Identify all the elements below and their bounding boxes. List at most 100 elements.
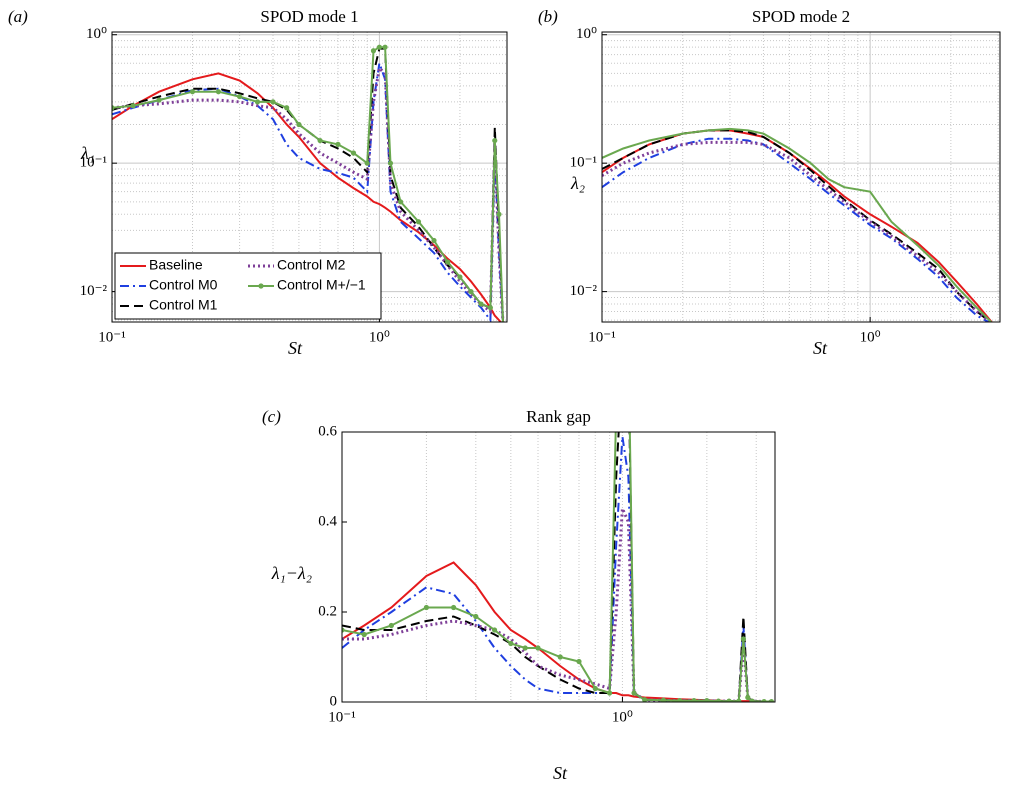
legend-label: Baseline: [149, 257, 203, 273]
axes-frame: [111, 31, 508, 323]
series-marker: [397, 199, 404, 205]
panel: 10⁻¹ 10⁰ 0 0.2 0.4 0.6 Rank gap (c) λ₁−λ₂ St: [262, 339, 776, 783]
legend-label: Control M0: [149, 277, 218, 293]
series-marker: [431, 237, 437, 244]
series-marker: [631, 690, 637, 696]
series-marker: [576, 658, 582, 665]
y-tick-label: 10⁻²: [570, 283, 598, 299]
series-marker: [156, 97, 162, 103]
y-axis-label: λ₁−λ₂: [271, 563, 312, 583]
series-marker: [236, 93, 243, 100]
series-marker: [296, 121, 302, 128]
y-tick-label: 10⁻¹: [80, 155, 107, 171]
y-axis-label: λ₁: [80, 143, 95, 163]
series-marker: [535, 645, 541, 651]
series-line: [602, 129, 992, 322]
y-tick-label: 0.2: [318, 603, 337, 619]
series-marker: [768, 698, 775, 702]
x-tick-label: 10⁻¹: [328, 709, 355, 725]
legend-label: Control M1: [149, 297, 218, 313]
series-marker: [335, 141, 341, 147]
series-marker: [457, 274, 463, 280]
series-group: [602, 127, 993, 322]
series-marker: [620, 339, 625, 344]
series-marker: [445, 259, 451, 265]
series-line: [112, 65, 505, 322]
series-marker: [388, 622, 394, 629]
series-marker: [342, 627, 345, 633]
series-line: [112, 62, 504, 322]
panel: 10⁻¹ 10⁰ 10⁻² 10⁻¹ 10⁰ SPOD mode 1 (a) λ₁ St Base…: [8, 7, 508, 358]
series-marker: [361, 631, 367, 638]
series-marker: [254, 99, 261, 105]
series-marker: [736, 698, 742, 702]
series-marker: [626, 339, 631, 344]
chart-title: SPOD mode 2: [752, 7, 850, 26]
y-tick-label: 0.4: [318, 513, 337, 529]
y-axis-label: λ₂: [570, 173, 585, 193]
x-tick-label: 10⁰: [612, 709, 633, 725]
series-marker: [496, 211, 502, 217]
series-marker: [112, 105, 115, 111]
series-line: [112, 72, 502, 322]
series-marker: [749, 698, 755, 702]
series-marker: [592, 685, 598, 692]
series-marker: [557, 654, 563, 660]
series-marker: [614, 407, 619, 412]
series-marker: [715, 698, 722, 702]
series-marker: [642, 697, 648, 702]
series-marker: [491, 627, 498, 633]
series-marker: [508, 640, 514, 647]
x-tick-label: 10⁻¹: [98, 329, 125, 345]
series-group: [112, 44, 505, 327]
series-marker: [350, 150, 357, 156]
panel-label: (b): [538, 7, 558, 26]
x-axis-label: St: [553, 763, 568, 783]
series-marker: [364, 160, 370, 166]
series-marker: [376, 44, 383, 50]
series-marker: [468, 289, 474, 295]
chart-title: Rank gap: [526, 407, 591, 426]
legend-marker: [258, 283, 264, 289]
y-tick-label: 10⁰: [86, 26, 107, 42]
legend: Baseline Control M0 Control M1 Control M2 Co…: [114, 252, 382, 320]
series-line: [342, 432, 772, 702]
series-marker: [606, 690, 613, 696]
series-marker: [492, 137, 498, 144]
series-marker: [270, 99, 276, 105]
series-marker: [450, 604, 457, 611]
series-marker: [500, 322, 505, 327]
panel-label: (a): [8, 7, 28, 26]
legend-label: Control M2: [277, 257, 346, 273]
series-marker: [415, 219, 422, 225]
y-tick-label: 10⁻¹: [570, 155, 597, 171]
series-marker: [189, 89, 196, 95]
y-tick-label: 0.6: [318, 423, 337, 439]
y-tick-label: 10⁰: [576, 26, 597, 42]
series-marker: [284, 105, 290, 111]
series-marker: [745, 694, 751, 701]
series-marker: [473, 613, 479, 620]
series-marker: [761, 698, 767, 702]
series-marker: [423, 604, 430, 611]
panel: 10⁻¹ 10⁰ 10⁻² 10⁻¹ 10⁰ SPOD mode 2 (b) λ₂ St: [538, 7, 1001, 358]
series-marker: [704, 698, 710, 702]
chart-title: SPOD mode 1: [260, 7, 358, 26]
y-tick-label: 0: [330, 693, 338, 709]
x-tick-label: 10⁻¹: [588, 329, 615, 345]
series-marker: [660, 697, 667, 702]
series-marker: [740, 636, 746, 642]
legend-label: Control M+/−1: [277, 277, 366, 293]
x-tick-label: 10⁰: [860, 329, 881, 345]
series-marker: [387, 160, 394, 166]
x-tick-label: 10⁰: [369, 329, 390, 345]
series-line: [602, 137, 991, 322]
series-line: [342, 561, 772, 702]
series-line: [342, 436, 772, 702]
series-group: [342, 339, 775, 702]
x-axis-label: St: [813, 338, 828, 358]
series-marker: [726, 698, 732, 702]
y-tick-label: 10⁻²: [80, 283, 108, 299]
series-marker: [130, 103, 136, 109]
